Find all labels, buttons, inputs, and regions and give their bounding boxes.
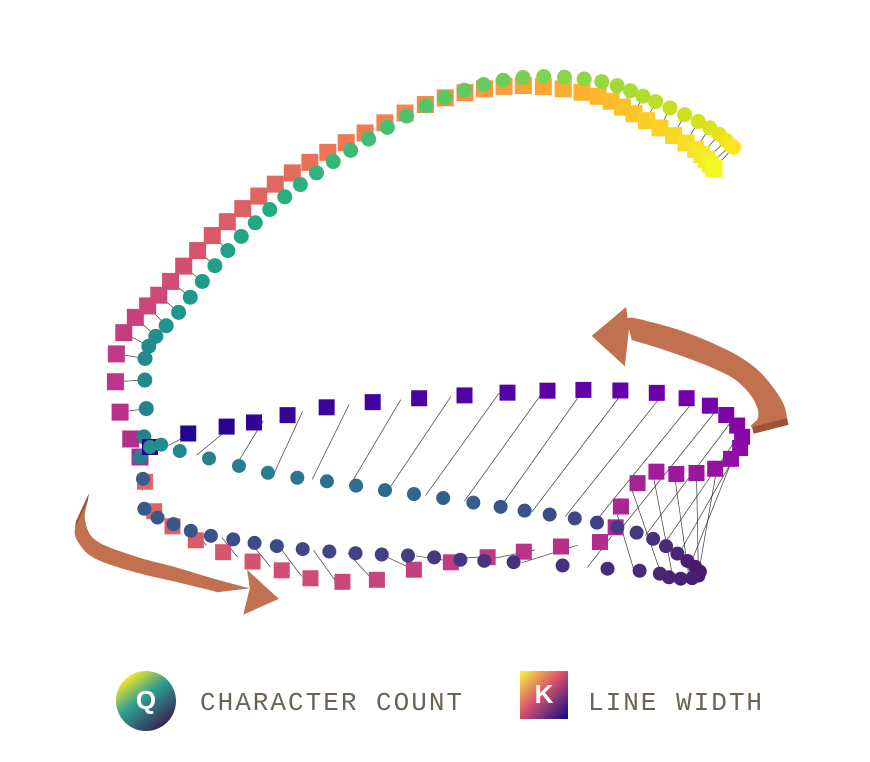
svg-text:LINE WIDTH: LINE WIDTH (588, 688, 764, 718)
svg-text:Q: Q (136, 685, 156, 715)
svg-text:K: K (535, 679, 554, 709)
svg-text:CHARACTER COUNT: CHARACTER COUNT (200, 688, 464, 718)
